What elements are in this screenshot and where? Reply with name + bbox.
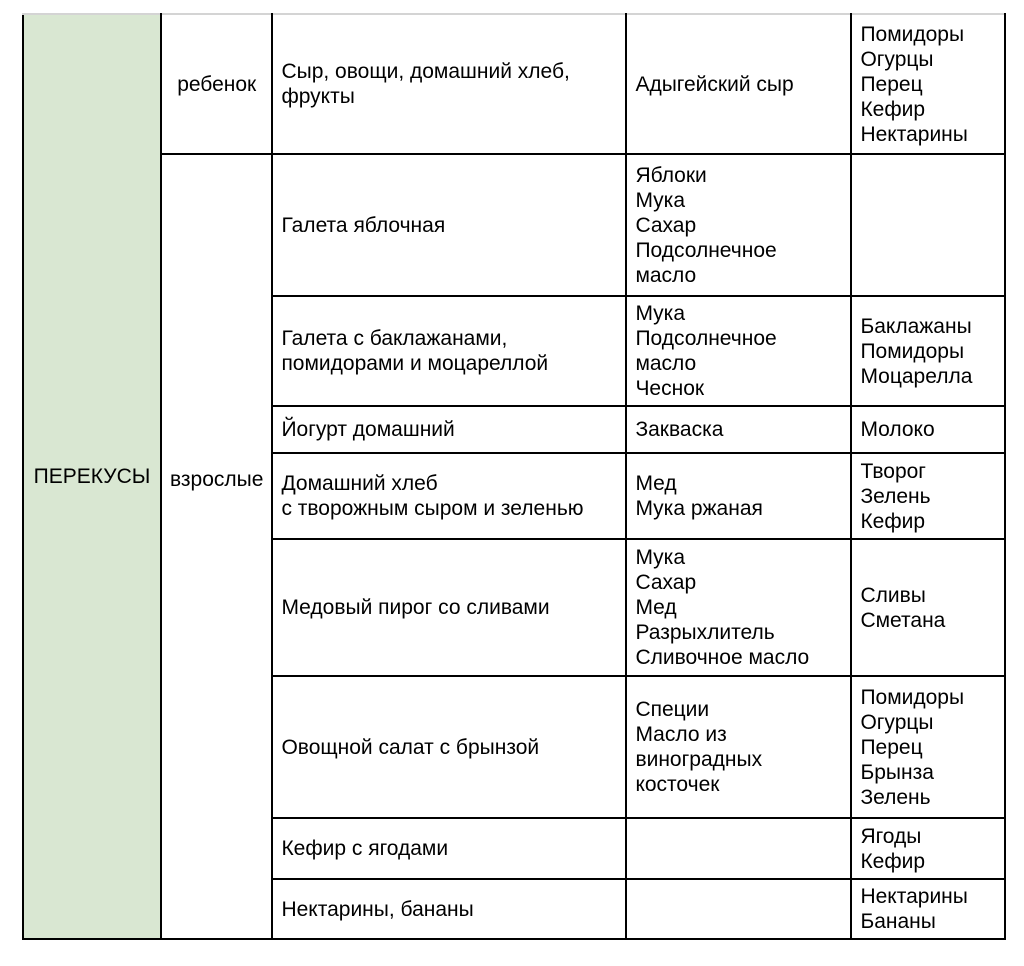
dish-cell: Домашний хлеб с творожным сыром и зелень… [271, 452, 628, 540]
ingredients-cell: Адыгейский сыр [625, 13, 853, 155]
table-row: Кефир с ягодами Ягоды Кефир [23, 817, 1007, 880]
table-row: Медовый пирог со сливами Мука Сахар Мед … [23, 538, 1007, 677]
products-cell: Сливы Сметана [850, 538, 1007, 677]
ingredients-cell: Мед Мука ржаная [625, 452, 853, 540]
table-row: Домашний хлеб с творожным сыром и зелень… [23, 452, 1007, 540]
ingredients-cell [625, 817, 853, 880]
dish-cell: Галета с баклажанами, помидорами и моцар… [271, 295, 628, 407]
group-label-adults-text: взрослые [170, 468, 264, 491]
table-row: Нектарины, бананы Нектарины Бананы [23, 878, 1007, 940]
products-cell: Ягоды Кефир [850, 817, 1007, 880]
category-cell: ПЕРЕКУСЫ [22, 13, 162, 940]
products-cell [850, 153, 1007, 297]
ingredients-cell: Специи Масло из виноградных косточек [625, 675, 853, 819]
ingredients-cell: Закваска [625, 405, 853, 454]
table-row: ПЕРЕКУСЫ ребенок Сыр, овощи, домашний хл… [22, 13, 1007, 940]
ingredients-cell: Мука Сахар Мед Разрыхлитель Сливочное ма… [625, 538, 853, 677]
snacks-table: ПЕРЕКУСЫ ребенок Сыр, овощи, домашний хл… [22, 13, 1007, 940]
products-cell: Нектарины Бананы [850, 878, 1007, 940]
products-cell: Творог Зелень Кефир [850, 452, 1007, 540]
dish-cell: Нектарины, бананы [271, 878, 628, 940]
dish-cell: Кефир с ягодами [271, 817, 628, 880]
products-cell: Помидоры Огурцы Перец Брынза Зелень [850, 675, 1007, 819]
table-row: Йогурт домашний Закваска Молоко [23, 405, 1007, 454]
table-row: взрослые Галета яблочная Яблоки Мука Сах… [23, 153, 1007, 940]
table-row: Овощной салат с брынзой Специи Масло из … [23, 675, 1007, 819]
ingredients-cell [625, 878, 853, 940]
products-cell: Баклажаны Помидоры Моцарелла [850, 295, 1007, 407]
products-cell: Помидоры Огурцы Перец Кефир Нектарины [850, 13, 1007, 155]
dish-cell: Овощной салат с брынзой [271, 675, 628, 819]
meal-plan-sheet: ПЕРЕКУСЫ ребенок Сыр, овощи, домашний хл… [22, 13, 1007, 940]
dish-cell: Йогурт домашний [271, 405, 628, 454]
group-label-adults: взрослые [159, 153, 274, 940]
dish-cell: Галета яблочная [271, 153, 628, 297]
products-cell: Молоко [850, 405, 1007, 454]
ingredients-cell: Яблоки Мука Сахар Подсолнечное масло [625, 153, 853, 297]
table-row: Галета с баклажанами, помидорами и моцар… [23, 295, 1007, 407]
dish-cell: Медовый пирог со сливами [271, 538, 628, 677]
group-label-child: ребенок [159, 13, 274, 155]
dish-cell: Сыр, овощи, домашний хлеб, фрукты [271, 13, 628, 155]
ingredients-cell: Мука Подсолнечное масло Чеснок [625, 295, 853, 407]
